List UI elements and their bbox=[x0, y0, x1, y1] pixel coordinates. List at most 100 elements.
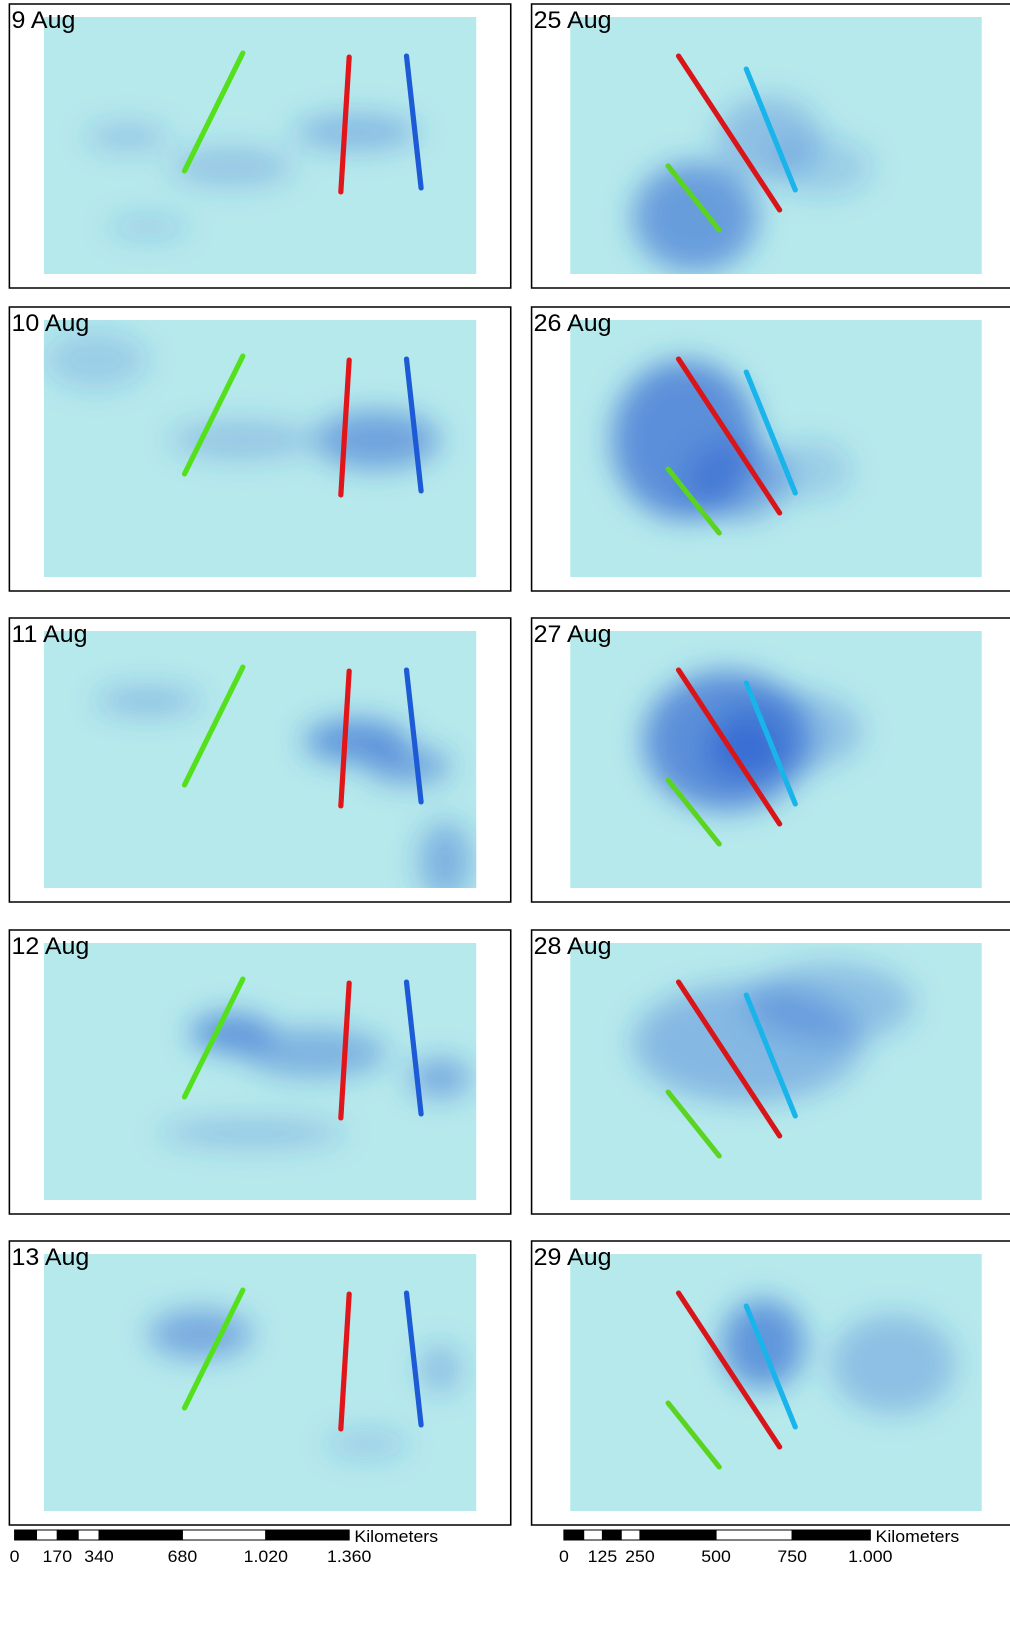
density-blob bbox=[95, 687, 201, 715]
scale-tick-label: 500 bbox=[701, 1546, 731, 1566]
transect-line bbox=[181, 664, 246, 788]
density-blob bbox=[419, 821, 472, 888]
scale-segment bbox=[791, 1529, 871, 1541]
map bbox=[570, 320, 982, 577]
density-blob bbox=[43, 330, 148, 390]
density-blob bbox=[366, 748, 451, 784]
density-blob bbox=[419, 1344, 461, 1394]
map-panel: 9 Aug bbox=[8, 3, 512, 289]
map-panel: 27 Aug bbox=[530, 617, 1010, 903]
density bbox=[85, 114, 420, 239]
map-panel: 10 Aug bbox=[8, 306, 512, 592]
scale-bar: Kilometers 0 170 340 680 1.020 1.360 bbox=[10, 1526, 439, 1566]
scale-segment bbox=[265, 1529, 350, 1541]
transect-line bbox=[338, 54, 352, 195]
map-panel: 11 Aug bbox=[8, 617, 512, 903]
density bbox=[632, 963, 915, 1103]
scale-segment bbox=[98, 1529, 183, 1541]
scale-segment bbox=[181, 1529, 267, 1541]
scale-segment bbox=[35, 1529, 58, 1541]
transect-line bbox=[665, 163, 722, 233]
map-background bbox=[43, 1254, 477, 1511]
scale-tick-label: 0 bbox=[559, 1546, 569, 1566]
transect-line bbox=[743, 1303, 798, 1430]
transect-line bbox=[743, 992, 798, 1119]
map bbox=[43, 17, 477, 274]
transect-line bbox=[181, 976, 246, 1100]
scale-tick-label: 750 bbox=[777, 1546, 807, 1566]
panel-label: 26 Aug bbox=[534, 310, 612, 336]
density-blob bbox=[85, 123, 169, 151]
transect-line bbox=[403, 979, 424, 1117]
transect-line bbox=[403, 1290, 424, 1428]
panel-label: 13 Aug bbox=[11, 1244, 89, 1270]
transect-line bbox=[403, 356, 424, 494]
scale-segment bbox=[601, 1529, 622, 1541]
density bbox=[95, 687, 472, 888]
map-panel: 29 Aug bbox=[530, 1240, 1010, 1526]
map-layer bbox=[570, 320, 982, 577]
scale-segment bbox=[563, 1529, 585, 1541]
map-panel: 28 Aug bbox=[530, 929, 1010, 1215]
density-blob bbox=[168, 147, 294, 187]
density-blob bbox=[106, 215, 190, 239]
panel-label: 27 Aug bbox=[534, 621, 612, 647]
scale-segment bbox=[583, 1529, 603, 1541]
transect-line bbox=[675, 979, 783, 1139]
scale-tick-label: 170 bbox=[43, 1546, 73, 1566]
scale-segment bbox=[56, 1529, 79, 1541]
scale-tick-label: 250 bbox=[625, 1546, 655, 1566]
density-blob bbox=[241, 1028, 388, 1078]
map-layer bbox=[43, 631, 477, 888]
panel-label: 29 Aug bbox=[534, 1244, 612, 1270]
scale-segment bbox=[639, 1529, 717, 1541]
transect-line bbox=[743, 680, 798, 807]
map-layer bbox=[43, 943, 477, 1200]
scale-bar: Kilometers 0 125 250 500 750 1.000 bbox=[559, 1526, 960, 1566]
panel-label: 9 Aug bbox=[11, 7, 75, 33]
scale-tick-label: 1.020 bbox=[244, 1546, 288, 1566]
scale-unit: Kilometers bbox=[876, 1526, 960, 1546]
density-blob bbox=[293, 114, 420, 150]
transect-line bbox=[338, 1291, 352, 1432]
scale-tick-label: 125 bbox=[588, 1546, 618, 1566]
scale-tick-label: 1.000 bbox=[848, 1546, 892, 1566]
map bbox=[43, 320, 477, 577]
scale-tick-label: 0 bbox=[10, 1546, 20, 1566]
transect-line bbox=[675, 667, 783, 827]
map-layer bbox=[43, 17, 477, 274]
transect-line bbox=[181, 353, 246, 477]
map-panel: 26 Aug bbox=[530, 306, 1010, 592]
panel-label: 28 Aug bbox=[534, 933, 612, 959]
density-blob bbox=[168, 420, 315, 460]
transect-line bbox=[743, 369, 798, 496]
transect-line bbox=[675, 53, 783, 213]
panel-label: 12 Aug bbox=[11, 933, 89, 959]
panel-label: 10 Aug bbox=[11, 310, 89, 336]
panel-label: 25 Aug bbox=[534, 7, 612, 33]
panel-label: 11 Aug bbox=[11, 621, 87, 647]
transect-line bbox=[665, 466, 722, 536]
density-blob bbox=[148, 1309, 253, 1359]
scale-segment bbox=[14, 1529, 38, 1541]
map-layer bbox=[43, 1254, 477, 1511]
density bbox=[611, 360, 852, 520]
density-blob bbox=[716, 691, 862, 771]
map bbox=[43, 631, 477, 888]
transect-line bbox=[665, 777, 722, 847]
scale-unit: Kilometers bbox=[354, 1526, 438, 1546]
transect-line bbox=[338, 357, 352, 498]
density-blob bbox=[684, 440, 790, 520]
transect-line bbox=[338, 980, 352, 1121]
transect-line bbox=[338, 668, 352, 809]
scale-segment bbox=[715, 1529, 793, 1541]
scale-tick-label: 680 bbox=[168, 1546, 198, 1566]
transect-line bbox=[675, 356, 783, 516]
transect-line bbox=[181, 50, 246, 174]
map-panel: 13 Aug bbox=[8, 1240, 512, 1526]
density-blob bbox=[158, 1118, 347, 1148]
map bbox=[43, 943, 477, 1200]
map-layer bbox=[43, 320, 477, 577]
density-blob bbox=[830, 1314, 956, 1414]
